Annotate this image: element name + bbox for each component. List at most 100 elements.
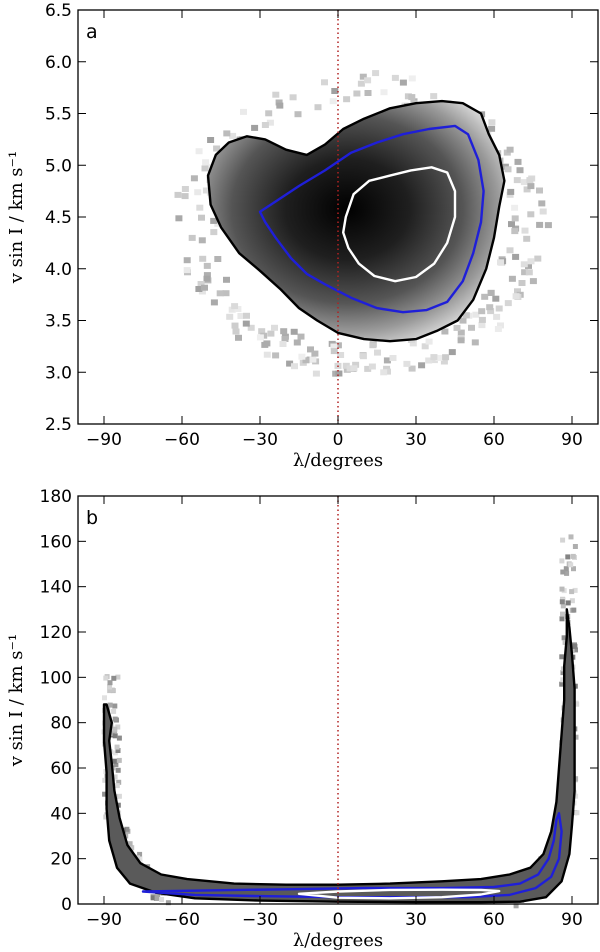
- density-cell: [331, 88, 339, 94]
- density-cell: [210, 299, 218, 306]
- density-cell: [560, 611, 565, 617]
- density-cell: [573, 734, 579, 740]
- density-cell: [165, 900, 171, 906]
- y-tick-label: 120: [40, 623, 72, 643]
- density-cell: [536, 221, 544, 228]
- x-tick-label: 60: [483, 430, 505, 450]
- density-cell: [539, 208, 547, 215]
- density-cell: [116, 735, 122, 741]
- density-cell: [359, 73, 367, 80]
- density-cell: [527, 183, 535, 190]
- density-cell: [492, 295, 500, 302]
- density-cell: [511, 228, 519, 235]
- density-cell: [425, 357, 433, 364]
- y-tick-label: 3.5: [45, 312, 72, 332]
- density-cell: [280, 328, 288, 335]
- density-cell: [150, 895, 156, 901]
- density-cell: [573, 647, 578, 653]
- density-cell: [240, 108, 247, 115]
- density-cell: [242, 320, 250, 327]
- y-tick-label: 140: [40, 578, 72, 598]
- density-cell: [290, 328, 298, 335]
- density-cell: [497, 259, 504, 266]
- density-cell: [302, 357, 310, 364]
- density-cell: [560, 569, 566, 575]
- density-cell: [111, 708, 117, 714]
- density-cell: [457, 329, 465, 336]
- density-cell: [102, 695, 107, 701]
- density-cell: [374, 349, 381, 356]
- density-cell: [201, 165, 209, 172]
- density-cell: [107, 680, 113, 686]
- density-cell: [527, 211, 535, 218]
- x-tick-label: 30: [405, 430, 427, 450]
- density-cell: [343, 96, 351, 103]
- density-cell: [512, 253, 520, 260]
- density-cell: [159, 897, 165, 902]
- y-tick-label: 20: [50, 850, 72, 870]
- y-tick-label: 5.0: [45, 156, 72, 176]
- density-cell: [107, 684, 112, 690]
- density-cell: [441, 328, 449, 335]
- density-cell: [175, 215, 183, 222]
- density-cell: [223, 130, 231, 137]
- density-cell: [506, 247, 514, 254]
- density-cell: [521, 227, 529, 234]
- density-cell: [364, 365, 372, 372]
- density-cell: [559, 681, 565, 687]
- density-cell: [266, 119, 274, 126]
- density-cell: [487, 290, 495, 296]
- density-cell: [481, 293, 489, 300]
- density-cell: [514, 158, 522, 165]
- density-cell: [507, 188, 515, 195]
- density-cell: [518, 280, 526, 286]
- density-cell: [188, 234, 196, 241]
- y-tick-label: 6.5: [45, 1, 72, 21]
- density-cell: [352, 361, 360, 368]
- density-cell: [216, 290, 224, 297]
- density-cell: [514, 288, 521, 295]
- density-cell: [513, 177, 521, 184]
- density-cell: [103, 675, 109, 681]
- density-cell: [261, 122, 269, 128]
- density-cell: [115, 674, 121, 680]
- density-cell: [497, 322, 504, 329]
- density-cell: [337, 352, 345, 358]
- density-cell: [442, 354, 450, 361]
- density-cell: [103, 814, 109, 820]
- density-body: [104, 609, 575, 903]
- density-cell: [265, 110, 273, 117]
- density-cell: [536, 187, 543, 194]
- density-cell: [408, 75, 416, 82]
- density-cell: [529, 278, 537, 285]
- density-cell: [286, 360, 294, 367]
- y-tick-label: 160: [40, 532, 72, 552]
- density-cell: [109, 687, 115, 693]
- density-cell: [214, 220, 222, 227]
- density-cell: [112, 716, 118, 722]
- density-cell: [291, 363, 298, 370]
- density-cell: [116, 757, 122, 763]
- density-cell: [102, 777, 108, 783]
- density-cell: [563, 566, 569, 572]
- density-cell: [111, 675, 117, 681]
- density-cell: [112, 758, 118, 764]
- density-cell: [198, 214, 205, 221]
- density-cell: [353, 90, 361, 97]
- density-cell: [210, 217, 218, 224]
- y-tick-label: 100: [40, 668, 72, 688]
- x-axis-label-a: λ/degrees: [293, 450, 383, 471]
- density-cell: [279, 341, 287, 347]
- density-cell: [115, 724, 121, 730]
- density-cell: [198, 237, 206, 244]
- y-tick-label: 80: [50, 714, 72, 734]
- density-cell: [472, 311, 480, 318]
- x-tick-label: −30: [242, 430, 278, 450]
- density-cell: [181, 186, 189, 192]
- density-cell: [526, 177, 534, 184]
- density-cell: [112, 750, 118, 756]
- density-cell: [232, 328, 240, 335]
- density-cell: [181, 193, 189, 200]
- density-cell: [383, 357, 391, 364]
